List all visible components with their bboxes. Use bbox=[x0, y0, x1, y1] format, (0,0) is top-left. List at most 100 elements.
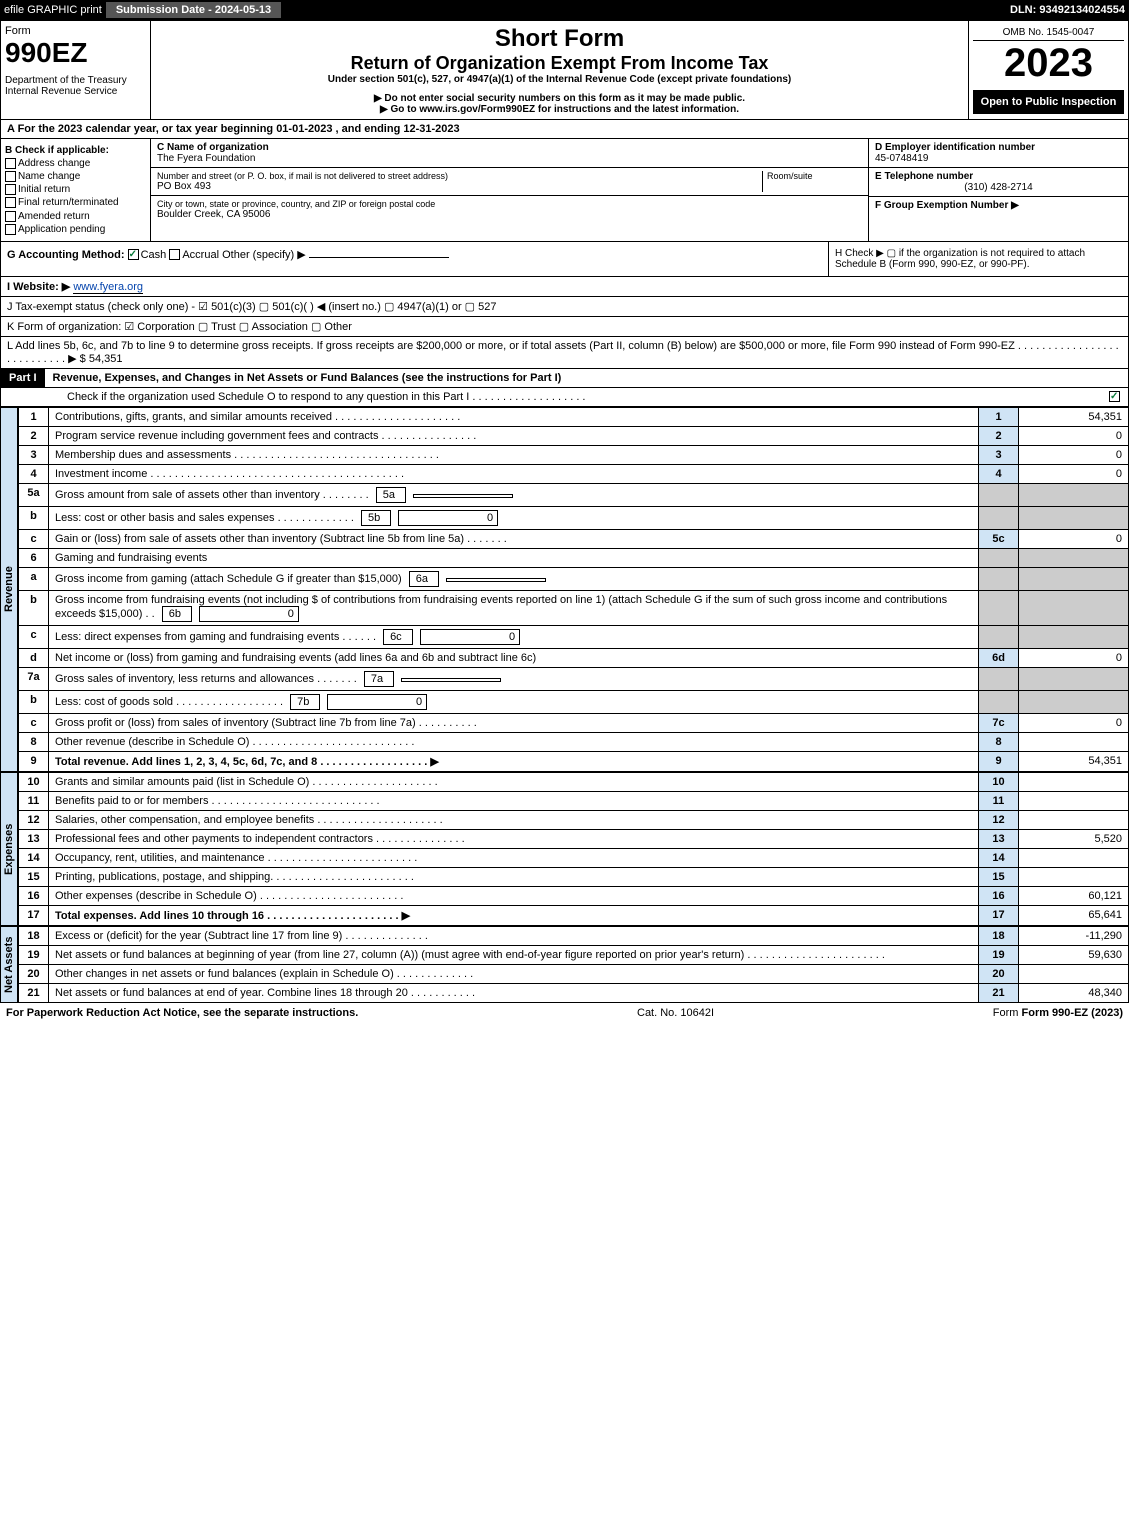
top-bar-left: efile GRAPHIC print Submission Date - 20… bbox=[4, 2, 281, 18]
line-6d: dNet income or (loss) from gaming and fu… bbox=[19, 648, 1129, 667]
line-5a: 5aGross amount from sale of assets other… bbox=[19, 483, 1129, 506]
f-label: F Group Exemption Number ▶ bbox=[875, 200, 1019, 211]
line-2: 2Program service revenue including gover… bbox=[19, 426, 1129, 445]
line-9: 9Total revenue. Add lines 1, 2, 3, 4, 5c… bbox=[19, 751, 1129, 771]
line-7a: 7aGross sales of inventory, less returns… bbox=[19, 667, 1129, 690]
line-16: 16Other expenses (describe in Schedule O… bbox=[19, 886, 1129, 905]
line-15: 15Printing, publications, postage, and s… bbox=[19, 867, 1129, 886]
expenses-tab: Expenses bbox=[0, 772, 18, 926]
c-label: C Name of organization bbox=[157, 142, 862, 153]
line-6b: bGross income from fundraising events (n… bbox=[19, 590, 1129, 625]
line-8: 8Other revenue (describe in Schedule O) … bbox=[19, 732, 1129, 751]
netassets-container: Net Assets 18Excess or (deficit) for the… bbox=[0, 926, 1129, 1003]
addr-row: Number and street (or P. O. box, if mail… bbox=[151, 168, 868, 196]
ein-value: 45-0748419 bbox=[875, 153, 1122, 164]
ein-row: D Employer identification number 45-0748… bbox=[869, 139, 1128, 168]
i-label: I Website: ▶ bbox=[7, 281, 70, 293]
chk-final-return[interactable]: Final return/terminated bbox=[5, 197, 146, 208]
line-1: 1Contributions, gifts, grants, and simil… bbox=[19, 407, 1129, 426]
group-exempt-row: F Group Exemption Number ▶ bbox=[869, 197, 1128, 214]
part-i-label: Part I bbox=[1, 369, 45, 387]
chk-cash[interactable] bbox=[128, 249, 139, 260]
chk-name-change[interactable]: Name change bbox=[5, 171, 146, 182]
tax-year: 2023 bbox=[973, 41, 1124, 86]
part-i-check-row: Check if the organization used Schedule … bbox=[0, 388, 1129, 407]
phone-row: E Telephone number (310) 428-2714 bbox=[869, 168, 1128, 197]
footer-right: Form Form 990-EZ (2023) bbox=[993, 1007, 1123, 1019]
g-label: G Accounting Method: bbox=[7, 249, 125, 261]
page-footer: For Paperwork Reduction Act Notice, see … bbox=[0, 1003, 1129, 1023]
chk-accrual[interactable] bbox=[169, 249, 180, 260]
part-i-check-desc: Check if the organization used Schedule … bbox=[7, 391, 1109, 403]
row-l: L Add lines 5b, 6c, and 7b to line 9 to … bbox=[0, 337, 1129, 369]
row-l-text: L Add lines 5b, 6c, and 7b to line 9 to … bbox=[7, 340, 1119, 365]
form-number: 990EZ bbox=[5, 37, 146, 69]
footer-left: For Paperwork Reduction Act Notice, see … bbox=[6, 1007, 358, 1019]
line-7b: bLess: cost of goods sold . . . . . . . … bbox=[19, 690, 1129, 713]
row-gh: G Accounting Method: Cash Accrual Other … bbox=[0, 242, 1129, 277]
d-label: D Employer identification number bbox=[875, 142, 1122, 153]
line-7c: cGross profit or (loss) from sales of in… bbox=[19, 713, 1129, 732]
line-13: 13Professional fees and other payments t… bbox=[19, 829, 1129, 848]
line-17: 17Total expenses. Add lines 10 through 1… bbox=[19, 905, 1129, 925]
part-i-desc: Revenue, Expenses, and Changes in Net As… bbox=[45, 372, 1128, 384]
footer-mid: Cat. No. 10642I bbox=[637, 1007, 714, 1019]
row-j: J Tax-exempt status (check only one) - ☑… bbox=[0, 297, 1129, 317]
part-i-header: Part I Revenue, Expenses, and Changes in… bbox=[0, 369, 1129, 388]
return-title: Return of Organization Exempt From Incom… bbox=[155, 53, 964, 74]
box-b: B Check if applicable: Address change Na… bbox=[0, 139, 1129, 242]
netassets-tab: Net Assets bbox=[0, 926, 18, 1003]
box-b-left: B Check if applicable: Address change Na… bbox=[1, 139, 151, 241]
line-3: 3Membership dues and assessments . . . .… bbox=[19, 445, 1129, 464]
org-name: The Fyera Foundation bbox=[157, 153, 862, 164]
revenue-tab: Revenue bbox=[0, 407, 18, 772]
box-b-right: D Employer identification number 45-0748… bbox=[868, 139, 1128, 241]
expenses-table: 10Grants and similar amounts paid (list … bbox=[18, 772, 1129, 926]
e-label: E Telephone number bbox=[875, 171, 1122, 182]
section-a: A For the 2023 calendar year, or tax yea… bbox=[0, 120, 1129, 139]
chk-schedule-o[interactable] bbox=[1109, 391, 1120, 402]
chk-initial-return[interactable]: Initial return bbox=[5, 184, 146, 195]
line-6: 6Gaming and fundraising events bbox=[19, 548, 1129, 567]
addr-label: Number and street (or P. O. box, if mail… bbox=[157, 171, 762, 181]
lines-container: Revenue 1Contributions, gifts, grants, a… bbox=[0, 407, 1129, 772]
goto-link[interactable]: ▶ Go to www.irs.gov/Form990EZ for instru… bbox=[155, 104, 964, 115]
row-k: K Form of organization: ☑ Corporation ▢ … bbox=[0, 317, 1129, 337]
header-mid: Short Form Return of Organization Exempt… bbox=[151, 21, 968, 119]
form-word: Form bbox=[5, 25, 146, 37]
line-4: 4Investment income . . . . . . . . . . .… bbox=[19, 464, 1129, 483]
row-h: H Check ▶ ▢ if the organization is not r… bbox=[828, 242, 1128, 276]
line-5c: cGain or (loss) from sale of assets othe… bbox=[19, 529, 1129, 548]
phone-value: (310) 428-2714 bbox=[875, 182, 1122, 193]
line-14: 14Occupancy, rent, utilities, and mainte… bbox=[19, 848, 1129, 867]
no-ssn: ▶ Do not enter social security numbers o… bbox=[155, 93, 964, 104]
org-name-row: C Name of organization The Fyera Foundat… bbox=[151, 139, 868, 168]
line-11: 11Benefits paid to or for members . . . … bbox=[19, 791, 1129, 810]
row-g: G Accounting Method: Cash Accrual Other … bbox=[1, 242, 828, 276]
line-10: 10Grants and similar amounts paid (list … bbox=[19, 772, 1129, 791]
under-section: Under section 501(c), 527, or 4947(a)(1)… bbox=[155, 74, 964, 85]
dln-label: DLN: 93492134024554 bbox=[1010, 4, 1125, 16]
top-bar: efile GRAPHIC print Submission Date - 20… bbox=[0, 0, 1129, 20]
addr-value: PO Box 493 bbox=[157, 181, 762, 192]
line-6c: cLess: direct expenses from gaming and f… bbox=[19, 625, 1129, 648]
short-form-title: Short Form bbox=[155, 25, 964, 53]
row-l-val: 54,351 bbox=[89, 353, 123, 365]
chk-application-pending[interactable]: Application pending bbox=[5, 224, 146, 235]
chk-amended-return[interactable]: Amended return bbox=[5, 211, 146, 222]
header-left: Form 990EZ Department of the Treasury In… bbox=[1, 21, 151, 119]
city-value: Boulder Creek, CA 95006 bbox=[157, 209, 862, 220]
website-link[interactable]: www.fyera.org bbox=[73, 281, 143, 294]
line-12: 12Salaries, other compensation, and empl… bbox=[19, 810, 1129, 829]
line-20: 20Other changes in net assets or fund ba… bbox=[19, 964, 1129, 983]
dept-label: Department of the Treasury Internal Reve… bbox=[5, 75, 146, 97]
efile-label: efile GRAPHIC print bbox=[4, 4, 102, 16]
netassets-table: 18Excess or (deficit) for the year (Subt… bbox=[18, 926, 1129, 1003]
submission-date: Submission Date - 2024-05-13 bbox=[106, 2, 281, 18]
line-19: 19Net assets or fund balances at beginni… bbox=[19, 945, 1129, 964]
header-right: OMB No. 1545-0047 2023 Open to Public In… bbox=[968, 21, 1128, 119]
box-b-label: B Check if applicable: bbox=[5, 145, 146, 156]
chk-address-change[interactable]: Address change bbox=[5, 158, 146, 169]
row-i: I Website: ▶ www.fyera.org bbox=[0, 277, 1129, 297]
revenue-table: 1Contributions, gifts, grants, and simil… bbox=[18, 407, 1129, 772]
